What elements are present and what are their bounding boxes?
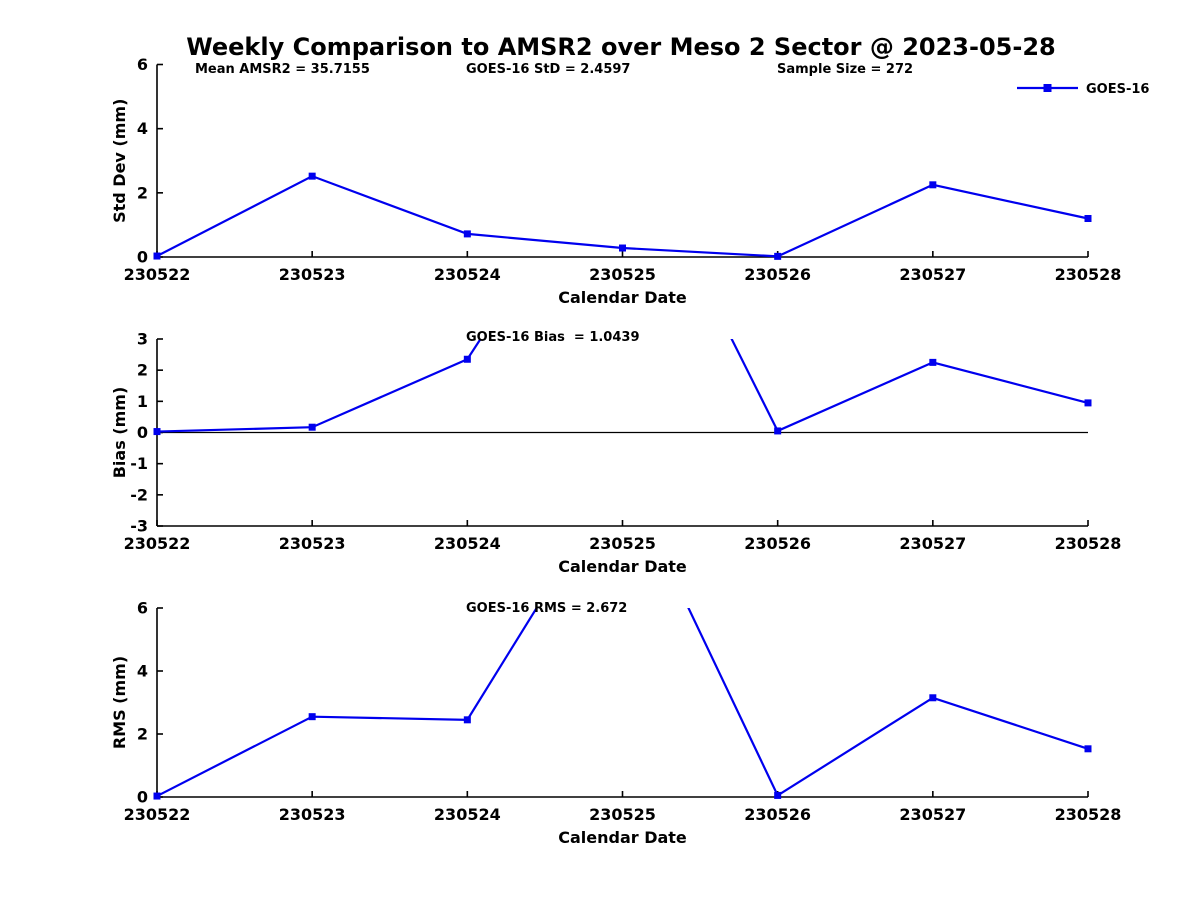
data-point-marker <box>153 428 161 436</box>
y-tick-label: 4 <box>137 119 148 138</box>
x-tick-label: 230528 <box>1055 805 1122 824</box>
y-tick-label: -3 <box>130 517 148 536</box>
x-tick-label: 230522 <box>124 534 191 553</box>
data-point-marker <box>463 355 471 363</box>
data-point-marker <box>153 252 161 260</box>
x-axis-label: Calendar Date <box>558 828 687 847</box>
figure-title: Weekly Comparison to AMSR2 over Meso 2 S… <box>186 33 1055 61</box>
annotation-text: GOES-16 Bias = 1.0439 <box>466 330 640 345</box>
x-tick-label: 230528 <box>1055 534 1122 553</box>
subplots-group: 0 2 4 6 230522 230523 230524 230525 230526 230527… <box>110 55 1121 847</box>
data-point-marker <box>619 466 626 473</box>
data-point-marker <box>774 427 782 435</box>
data-point-marker <box>619 244 626 252</box>
x-tick-label: 230525 <box>589 265 656 284</box>
x-tick-label: 230523 <box>279 805 346 824</box>
x-tick-label: 230523 <box>279 534 346 553</box>
data-point-marker <box>308 172 316 180</box>
x-axis-label: Calendar Date <box>558 288 687 307</box>
data-point-marker <box>619 117 626 124</box>
x-tick-label: 230523 <box>279 265 346 284</box>
legend-marker <box>1043 84 1052 92</box>
y-tick-label: 2 <box>137 725 148 744</box>
x-tick-label: 230522 <box>124 265 191 284</box>
data-point-marker <box>774 791 782 799</box>
x-tick-label: 230522 <box>124 805 191 824</box>
y-tick-label: -1 <box>130 454 148 473</box>
data-point-marker <box>1084 215 1092 222</box>
annotation-text: Sample Size = 272 <box>777 62 913 77</box>
x-tick-label: 230524 <box>434 805 501 824</box>
x-tick-label: 230524 <box>434 265 501 284</box>
subplot-std-dev-vs-date: 0 2 4 6 230522 230523 230524 230525 230526 230527… <box>110 55 1121 307</box>
x-tick-label: 230525 <box>589 805 656 824</box>
x-tick-label: 230527 <box>899 805 966 824</box>
y-tick-label: 0 <box>137 423 148 442</box>
data-line-goes-16 <box>156 174 1089 258</box>
data-point-marker <box>1084 399 1092 407</box>
x-tick-label: 230526 <box>744 534 811 553</box>
y-tick-label: 2 <box>137 183 148 202</box>
x-tick-label: 230527 <box>899 265 966 284</box>
x-tick-label: 230524 <box>434 534 501 553</box>
y-tick-label: -2 <box>130 485 148 504</box>
x-tick-label: 230526 <box>744 265 811 284</box>
x-tick-label: 230528 <box>1055 265 1122 284</box>
data-point-marker <box>1084 745 1092 753</box>
y-tick-label: 6 <box>137 55 148 74</box>
data-point-marker <box>308 423 316 431</box>
data-point-marker <box>929 694 937 702</box>
data-point-marker <box>463 716 471 724</box>
y-tick-label: 4 <box>137 662 148 681</box>
y-axis-label: Bias (mm) <box>110 387 129 479</box>
y-tick-label: 0 <box>137 248 148 267</box>
data-point-marker <box>463 230 471 238</box>
data-point-marker <box>929 358 937 366</box>
subplot-rms-vs-date: 0 2 4 6 230522 230523 230524 230525 230526 230527… <box>110 466 1122 848</box>
y-tick-label: 2 <box>137 361 148 380</box>
y-axis-label: RMS (mm) <box>110 656 129 749</box>
data-point-marker <box>929 181 937 189</box>
annotation-text: GOES-16 RMS = 2.672 <box>466 601 627 616</box>
x-tick-label: 230525 <box>589 534 656 553</box>
y-tick-label: 6 <box>137 599 148 618</box>
annotation-text: Mean AMSR2 = 35.7155 <box>195 62 370 77</box>
x-axis-label: Calendar Date <box>558 557 687 576</box>
legend-label: GOES-16 <box>1086 82 1149 97</box>
y-tick-label: 0 <box>137 788 148 807</box>
data-line-goes-16 <box>156 608 1089 798</box>
data-point-marker <box>774 252 782 260</box>
data-point-marker <box>153 792 161 800</box>
x-tick-label: 230526 <box>744 805 811 824</box>
x-tick-label: 230527 <box>899 534 966 553</box>
annotation-text: GOES-16 StD = 2.4597 <box>466 62 630 77</box>
y-tick-label: 3 <box>137 330 148 349</box>
y-tick-label: 1 <box>137 392 148 411</box>
y-axis-label: Std Dev (mm) <box>110 99 129 223</box>
legend: GOES-16 <box>1017 82 1149 97</box>
subplot-bias-vs-date: -3 -2 -1 0 1 2 3 230522 230523 230524 230525 230526… <box>110 117 1122 577</box>
data-point-marker <box>308 713 316 721</box>
